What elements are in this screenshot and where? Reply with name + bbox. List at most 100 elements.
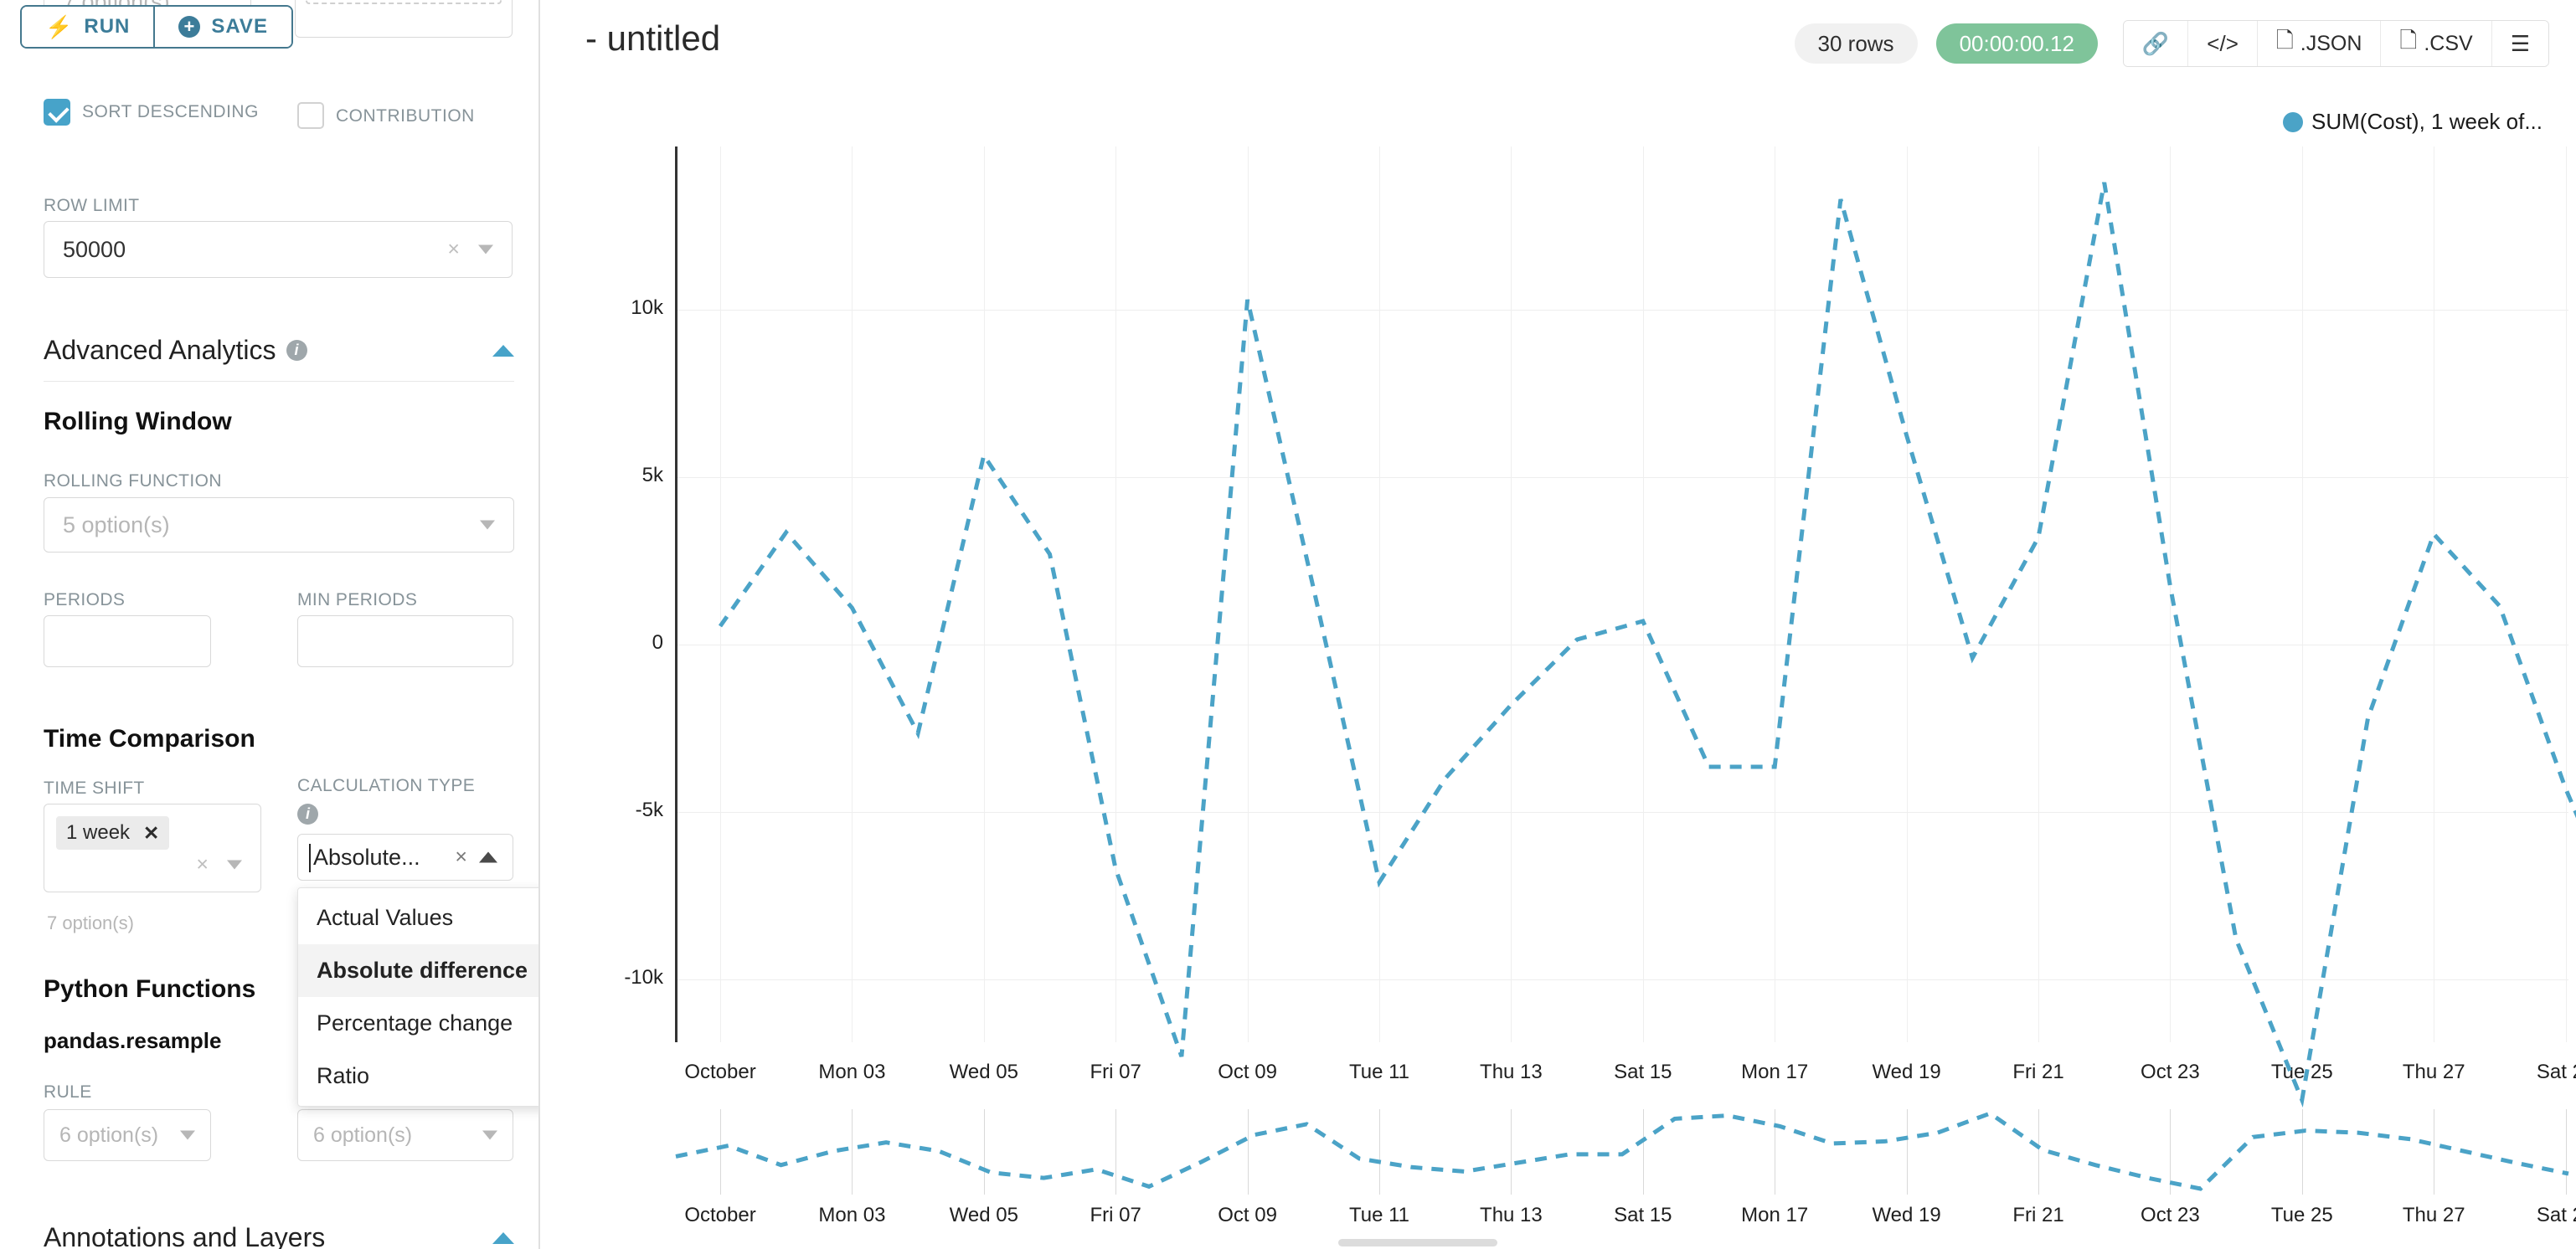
x-axis-tick-label: Thu 27 <box>2402 1061 2465 1083</box>
x-axis-tick-label: Oct 09 <box>1218 1061 1277 1083</box>
clear-icon[interactable]: × <box>196 852 209 876</box>
calculation-type-info: i <box>297 804 318 825</box>
x-axis-tick-label: Fri 07 <box>1090 1061 1141 1083</box>
overview-brush-layer[interactable] <box>542 0 2576 1249</box>
contribution-checkbox-row[interactable]: CONTRIBUTION <box>297 100 475 132</box>
chevron-down-icon[interactable] <box>478 244 493 254</box>
overview-x-axis-tick-label: Wed 19 <box>1872 1204 1941 1226</box>
time-shift-chip[interactable]: 1 week ✕ <box>56 816 170 850</box>
y-axis-tick-label: 10k <box>631 296 663 319</box>
x-axis-tick-label: Tue 11 <box>1348 1061 1410 1083</box>
y-axis-tick-label: 5k <box>641 464 663 486</box>
rule-method-select[interactable]: 6 option(s) <box>297 1109 513 1161</box>
overview-x-axis-tick-label: Oct 23 <box>2141 1204 2200 1226</box>
partial-dropzone-right[interactable] <box>295 0 513 38</box>
min-periods-input[interactable] <box>297 615 513 667</box>
rule-select[interactable]: 6 option(s) <box>44 1109 211 1161</box>
x-axis-tick-label: October <box>684 1061 756 1083</box>
contribution-label: CONTRIBUTION <box>336 106 475 126</box>
x-axis-tick-label: Fri 21 <box>2012 1061 2064 1083</box>
contribution-checkbox[interactable] <box>297 102 324 129</box>
periods-input[interactable] <box>44 615 211 667</box>
time-shift-select[interactable]: 1 week ✕ × <box>44 804 261 892</box>
page-title[interactable]: - untitled <box>585 18 721 58</box>
file-icon: 🗋 <box>2399 28 2418 53</box>
chevron-down-icon[interactable] <box>482 1130 497 1140</box>
remove-chip-icon[interactable]: ✕ <box>143 821 160 844</box>
chevron-up-icon[interactable] <box>492 1231 514 1244</box>
annotations-and-layers-title: Annotations and Layers <box>44 1222 326 1249</box>
download-json-button[interactable]: 🗋 .JSON <box>2256 21 2381 66</box>
link-button[interactable]: 🔗 <box>2123 21 2188 66</box>
row-limit-value: 50000 <box>63 236 126 262</box>
download-csv-label: .CSV <box>2424 31 2473 55</box>
horizontal-scrollbar[interactable] <box>1338 1239 1497 1246</box>
periods-label: PERIODS <box>44 590 126 609</box>
gridline-vertical <box>2565 146 2567 1042</box>
overview-gridline <box>2565 1109 2567 1195</box>
main-panel: - untitled 30 rows 00:00:00.12 🔗 </> 🗋 .… <box>542 0 2576 1249</box>
query-duration-badge: 00:00:00.12 <box>1935 23 2098 64</box>
clear-icon[interactable]: × <box>447 237 460 261</box>
x-axis-tick-label: Oct 23 <box>2141 1061 2200 1083</box>
overview-gridline <box>1642 1109 1644 1195</box>
time-series-chart[interactable]: 10k 5k 0 -5k -10k October Mon 03 Wed 05 Fri 07 Oc… <box>542 0 2576 1249</box>
gridline-horizontal <box>676 812 2568 813</box>
overview-gridline <box>2038 1109 2039 1195</box>
info-icon[interactable]: i <box>286 340 307 361</box>
chevron-up-icon[interactable] <box>479 851 497 863</box>
overview-x-axis-tick-label: Sat 15 <box>1614 1204 1672 1226</box>
gridline-vertical <box>983 146 985 1042</box>
option-ratio[interactable]: Ratio <box>317 1063 370 1088</box>
overview-x-axis-tick-label: Thu 27 <box>2402 1204 2465 1226</box>
x-axis-tick-label: Tue 25 <box>2270 1061 2333 1083</box>
calculation-type-label: CALCULATION TYPE <box>297 776 476 795</box>
drop-area[interactable] <box>306 0 502 4</box>
clear-icon[interactable]: × <box>455 845 467 869</box>
rule-method-value: 6 option(s) <box>313 1123 413 1147</box>
overview-x-axis-tick-label: Tue 25 <box>2270 1204 2333 1226</box>
calculation-type-select[interactable]: Absolute... × <box>297 834 513 881</box>
chart-legend[interactable]: SUM(Cost), 1 week of... <box>2283 109 2543 135</box>
toolbar-button-group: 🔗 </> 🗋 .JSON 🗋 .CSV ☰ <box>2122 20 2549 67</box>
info-icon[interactable]: i <box>297 804 318 825</box>
option-absolute-difference[interactable]: Absolute difference <box>298 944 538 997</box>
menu-button[interactable]: ☰ <box>2491 21 2548 66</box>
annotations-and-layers-header[interactable]: Annotations and Layers <box>44 1222 514 1249</box>
embed-code-button[interactable]: </> <box>2187 21 2257 66</box>
overview-x-axis-tick-label: Sat 29 <box>2536 1204 2576 1226</box>
sort-descending-checkbox[interactable] <box>44 99 70 126</box>
overview-x-axis-tick-label: Oct 09 <box>1218 1204 1277 1226</box>
chevron-down-icon[interactable] <box>480 520 495 530</box>
overview-gridline <box>2301 1109 2303 1195</box>
x-axis-tick-label: Sat 29 <box>2536 1061 2576 1083</box>
row-count-badge: 30 rows <box>1794 23 1918 64</box>
download-json-label: .JSON <box>2300 31 2362 55</box>
save-button[interactable]: + SAVE <box>153 7 291 47</box>
rule-value: 6 option(s) <box>59 1123 159 1147</box>
overview-x-axis-tick-label: Thu 13 <box>1480 1204 1543 1226</box>
link-icon: 🔗 <box>2141 30 2170 56</box>
rolling-function-select[interactable]: 5 option(s) <box>44 497 514 553</box>
overview-gridline <box>1247 1109 1249 1195</box>
run-button[interactable]: ⚡ RUN <box>22 7 154 47</box>
row-limit-select[interactable]: 50000 × <box>44 221 513 278</box>
option-actual-values[interactable]: Actual Values <box>317 905 454 930</box>
chevron-up-icon[interactable] <box>492 344 514 357</box>
text-cursor <box>309 844 311 872</box>
option-percentage-change[interactable]: Percentage change <box>317 1010 513 1036</box>
advanced-analytics-header[interactable]: Advanced Analytics i <box>44 335 514 366</box>
bolt-icon: ⚡ <box>45 14 74 39</box>
gridline-vertical <box>2038 146 2039 1042</box>
series-line-sum-cost[interactable] <box>718 182 2576 1108</box>
chevron-down-icon[interactable] <box>227 860 242 870</box>
gridline-vertical <box>1379 146 1380 1042</box>
plus-circle-icon: + <box>178 16 201 38</box>
code-icon: </> <box>2207 30 2239 56</box>
overview-series-line[interactable] <box>675 1111 2569 1191</box>
download-csv-button[interactable]: 🗋 .CSV <box>2380 21 2491 66</box>
chevron-down-icon[interactable] <box>180 1130 195 1140</box>
sort-descending-checkbox-row[interactable]: SORT DESCENDING <box>44 97 259 127</box>
overview-x-axis-tick-label: October <box>684 1204 756 1226</box>
gridline-vertical <box>1115 146 1117 1042</box>
